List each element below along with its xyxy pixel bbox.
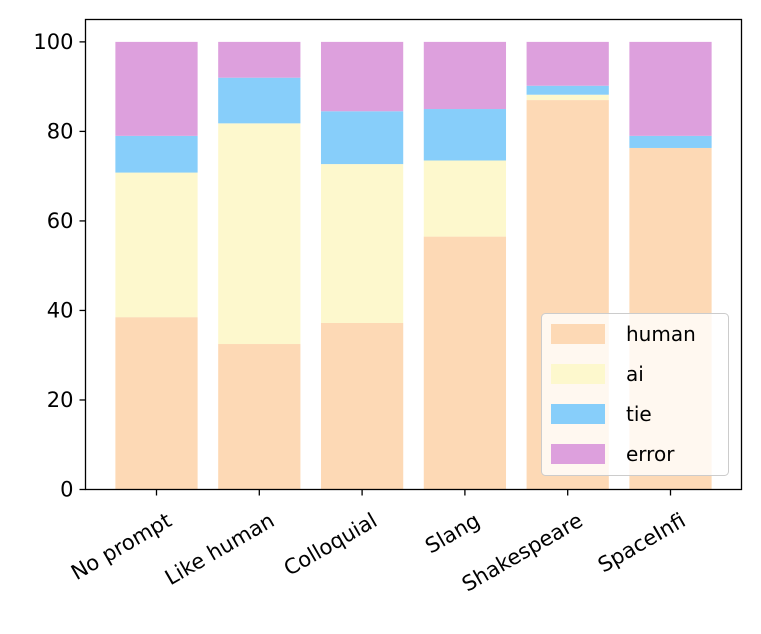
y-tick-label-60: 60 <box>47 209 74 233</box>
legend-box <box>541 313 729 476</box>
y-tick-label-20: 20 <box>47 388 74 412</box>
bar-colloquial-ai <box>320 164 404 323</box>
bar-like-human-human <box>218 344 301 490</box>
bar-shakespeare-tie <box>526 85 609 95</box>
legend-swatch-human <box>551 324 605 344</box>
bars-layer <box>115 41 712 490</box>
legend-swatch-tie <box>551 404 605 424</box>
x-tick-label-slang: Slang <box>421 508 484 558</box>
legend: human ai tie error <box>541 313 729 476</box>
x-tick-label-like-human: Like human <box>161 508 278 590</box>
bar-slang-error <box>423 41 507 110</box>
legend-swatch-ai <box>551 364 605 384</box>
x-tick-label-colloquial: Colloquial <box>280 508 381 580</box>
bar-no-prompt-human <box>115 317 198 490</box>
bar-spaceinfi-error <box>629 41 712 136</box>
bar-like-human-ai <box>218 123 301 345</box>
y-tick-label-100: 100 <box>33 30 73 54</box>
y-tick-label-40: 40 <box>47 298 74 322</box>
legend-swatch-error <box>551 444 605 464</box>
legend-label-tie: tie <box>626 402 652 426</box>
bar-no-prompt-error <box>115 41 198 136</box>
bar-slang-human <box>423 236 507 490</box>
y-axis: 0 20 40 60 80 100 <box>33 30 86 502</box>
plot-frame <box>84 18 743 491</box>
bar-spaceinfi-tie <box>629 135 712 148</box>
bar-slang-tie <box>423 109 507 161</box>
bar-colloquial-error <box>320 41 404 112</box>
legend-label-human: human <box>626 322 696 346</box>
bar-shakespeare-ai <box>526 94 609 101</box>
legend-label-ai: ai <box>626 362 644 386</box>
bar-slang-ai <box>423 160 507 237</box>
bar-colloquial-tie <box>320 111 404 165</box>
x-tick-label-spaceinfi: SpaceInfi <box>594 508 690 577</box>
y-tick-label-80: 80 <box>47 119 74 143</box>
bar-no-prompt-ai <box>115 172 198 318</box>
bar-colloquial-human <box>320 322 404 490</box>
legend-label-error: error <box>626 442 675 466</box>
bar-like-human-tie <box>218 77 301 124</box>
bar-like-human-error <box>218 41 301 78</box>
bar-no-prompt-tie <box>115 135 198 173</box>
y-tick-label-0: 0 <box>60 478 73 502</box>
x-tick-label-no-prompt: No prompt <box>67 508 176 585</box>
bar-shakespeare-error <box>526 41 609 86</box>
